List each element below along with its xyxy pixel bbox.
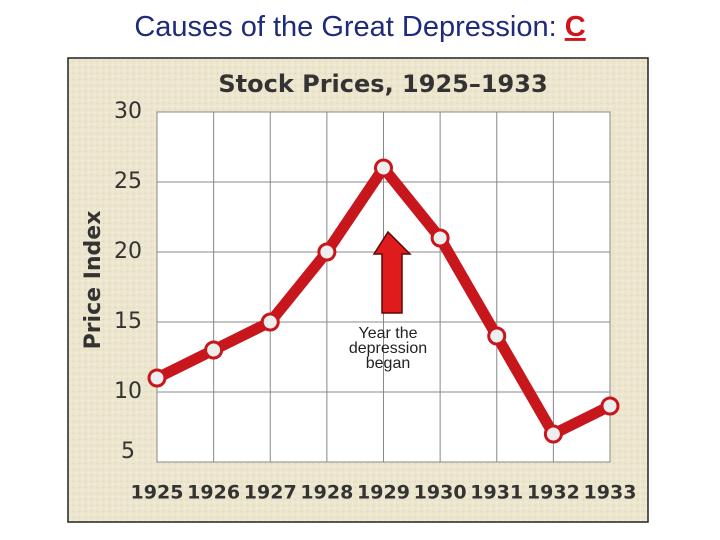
point xyxy=(600,396,620,416)
y-tick-label: 20 xyxy=(114,239,142,264)
point xyxy=(487,326,507,346)
x-tick-label: 1930 xyxy=(414,482,467,504)
grid xyxy=(156,111,611,463)
answer: C xyxy=(565,11,586,43)
y-tick-label: 15 xyxy=(114,309,142,334)
x-tick-label: 1932 xyxy=(527,482,580,504)
y-tick-label: 5 xyxy=(121,439,135,464)
x-tick-label: 1929 xyxy=(357,482,410,504)
x-tick-label: 1931 xyxy=(470,482,523,504)
annotation: Year the depression began xyxy=(348,326,428,372)
point xyxy=(317,242,337,262)
x-tick-label: 1933 xyxy=(584,482,637,504)
point xyxy=(374,158,393,178)
arrow xyxy=(372,230,412,314)
annotation-box: Year the depression began xyxy=(348,326,428,372)
y-tick-label: 10 xyxy=(114,379,142,404)
slide-title: Causes of the Great Depression: C xyxy=(134,11,585,43)
x-tick-label: 1925 xyxy=(131,482,184,504)
marks xyxy=(147,158,620,444)
x-tick-label: 1926 xyxy=(187,482,240,504)
point xyxy=(260,312,280,332)
title-text: Causes of the Great Depression: xyxy=(134,11,556,43)
y-tick-label: 25 xyxy=(114,169,142,194)
y-tick-label: 30 xyxy=(114,99,142,124)
x-tick-label: 1928 xyxy=(300,482,353,504)
point xyxy=(430,228,450,248)
y-axis-label: Price Index xyxy=(81,211,106,350)
point xyxy=(147,368,167,388)
chart-title: Stock Prices, 1925–1933 xyxy=(218,70,547,98)
point xyxy=(543,424,563,444)
point xyxy=(204,340,224,360)
x-tick-label: 1927 xyxy=(244,482,297,504)
